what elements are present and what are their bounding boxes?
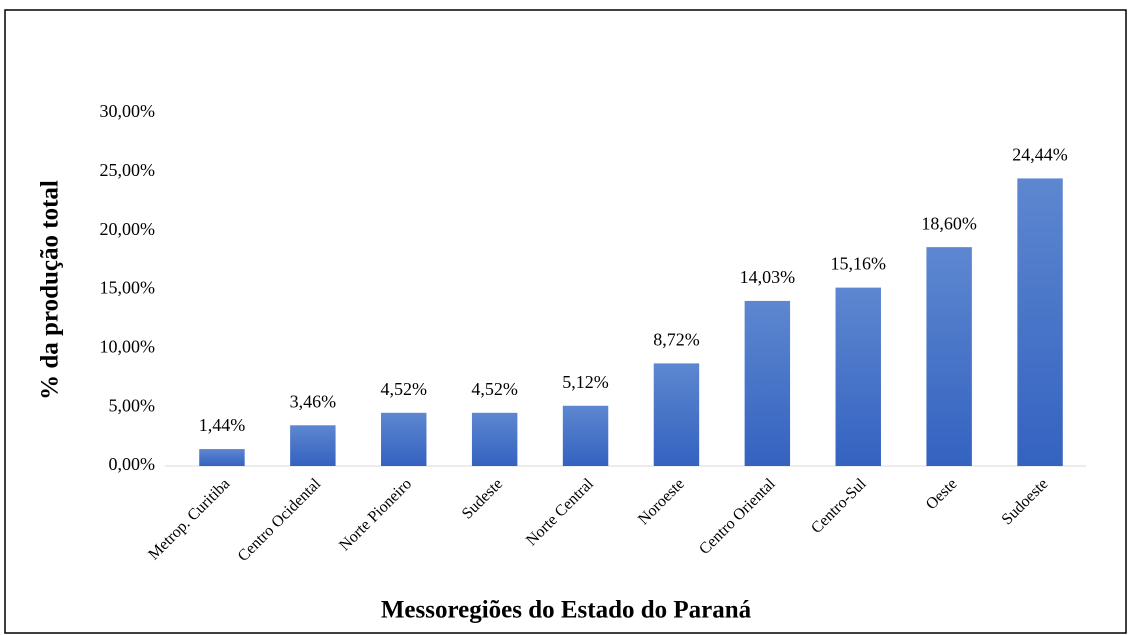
- y-tick-label: 30,00%: [100, 101, 156, 121]
- bar: [926, 247, 972, 466]
- y-tick-label: 5,00%: [109, 395, 156, 415]
- y-tick-label: 0,00%: [109, 454, 156, 474]
- bar: [562, 405, 609, 466]
- value-label: 15,16%: [831, 254, 887, 274]
- bar: [199, 449, 245, 466]
- x-tick-label: Norte Pioneiro: [336, 475, 415, 554]
- y-tick-label: 15,00%: [100, 278, 156, 298]
- x-tick-label: Sudeste: [459, 475, 506, 522]
- y-tick-label: 25,00%: [100, 160, 156, 180]
- x-tick-label: Sudoeste: [999, 475, 1052, 528]
- value-label: 5,12%: [562, 372, 609, 392]
- y-tick-label: 10,00%: [100, 336, 156, 356]
- x-tick-label: Noroeste: [635, 475, 688, 528]
- x-tick-label: Oeste: [923, 475, 961, 513]
- frame: [4, 9, 1127, 634]
- bar: [381, 412, 427, 466]
- bar: [471, 412, 518, 466]
- value-label: 1,44%: [199, 415, 246, 435]
- x-axis-label: Messoregiões do Estado do Paraná: [381, 597, 752, 624]
- value-label: 18,60%: [921, 213, 977, 233]
- value-label: 14,03%: [740, 267, 796, 287]
- value-label: 4,52%: [381, 379, 428, 399]
- bar: [290, 425, 336, 466]
- x-tick-label: Metrop. Curitiba: [145, 475, 233, 563]
- value-label: 4,52%: [471, 379, 518, 399]
- x-tick-label: Norte Central: [523, 475, 597, 549]
- value-label: 24,44%: [1012, 145, 1068, 165]
- bar: [653, 363, 700, 466]
- x-tick-label: Centro Oriental: [696, 475, 779, 558]
- value-label: 3,46%: [290, 391, 337, 411]
- bar: [1017, 178, 1063, 466]
- bar: [835, 287, 881, 466]
- bar: [744, 300, 791, 466]
- y-axis-label: % da produção total: [37, 180, 64, 400]
- x-tick-label: Centro-Sul: [808, 475, 870, 537]
- y-tick-label: 20,00%: [100, 219, 156, 239]
- x-tick-label: Centro Ocidental: [235, 475, 325, 565]
- value-label: 8,72%: [653, 330, 700, 350]
